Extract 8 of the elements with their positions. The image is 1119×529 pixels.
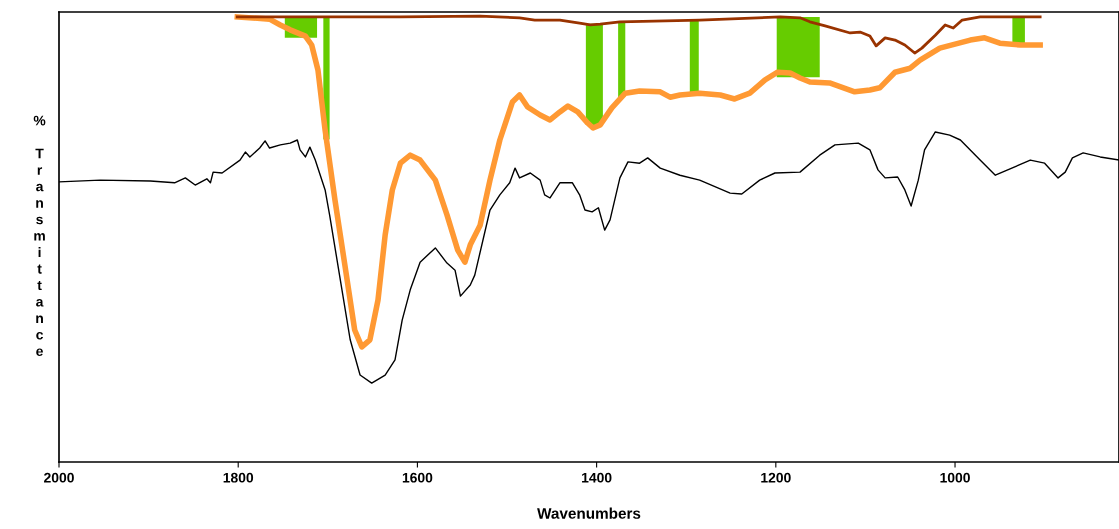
x-axis-title: Wavenumbers	[537, 507, 641, 519]
x-tick-label: 1800	[223, 472, 254, 483]
text: % Transmittance	[33, 115, 46, 357]
x-tick-label: 1400	[582, 472, 612, 483]
x-tick-label: 1000	[940, 472, 970, 483]
x-tick-label: 1200	[761, 472, 791, 483]
x-tick-label: 1600	[402, 472, 433, 483]
x-tick-label: 2000	[44, 472, 74, 483]
